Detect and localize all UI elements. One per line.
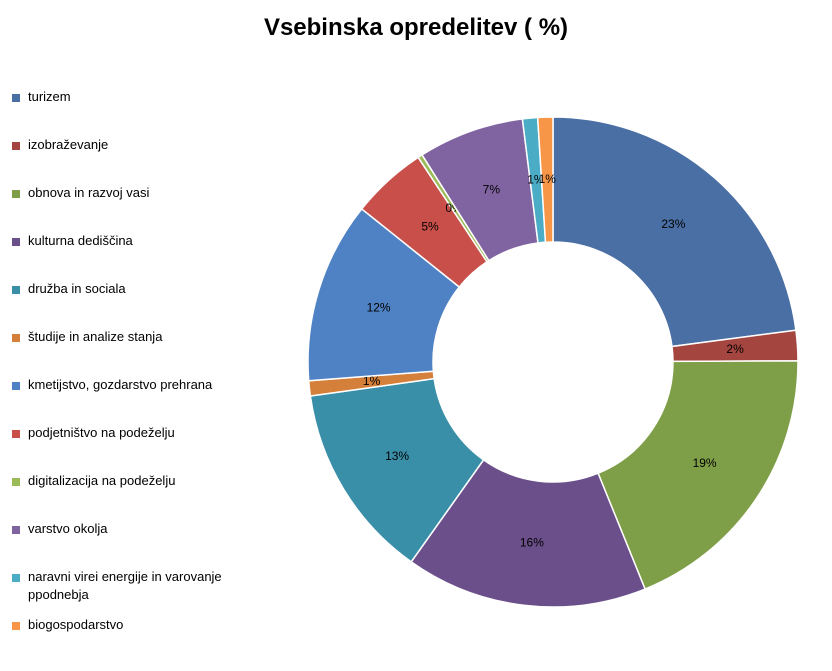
- data-label: 1%: [539, 172, 557, 186]
- legend-swatch: [12, 286, 20, 294]
- legend-swatch: [12, 238, 20, 246]
- legend-swatch: [12, 190, 20, 198]
- legend-label: digitalizacija na podeželju: [28, 473, 176, 488]
- legend-item: obnova in razvoj vasi: [12, 184, 262, 232]
- legend-item: digitalizacija na podeželju: [12, 472, 262, 520]
- legend-item: turizem: [12, 88, 262, 136]
- legend-label: kmetijstvo, gozdarstvo prehrana: [28, 377, 213, 392]
- legend-label: študije in analize stanja: [28, 329, 163, 344]
- legend-swatch: [12, 622, 20, 630]
- legend-item: naravni virei energije in varovanje ppod…: [12, 568, 262, 616]
- legend-swatch: [12, 334, 20, 342]
- data-label: 23%: [661, 217, 685, 231]
- donut-slice: [597, 360, 799, 591]
- legend-label: kulturna dediščina: [28, 233, 133, 248]
- data-label: 13%: [385, 449, 409, 463]
- legend-item: biogospodarstvo: [12, 616, 262, 664]
- legend-swatch: [12, 478, 20, 486]
- legend-label: turizem: [28, 89, 71, 104]
- legend-label: izobraževanje: [28, 137, 109, 152]
- legend-item: varstvo okolja: [12, 520, 262, 568]
- chart-title: Vsebinska opredelitev ( %): [263, 14, 569, 41]
- legend-swatch: [12, 430, 20, 438]
- donut-slice: [309, 377, 485, 563]
- data-label: 2%: [726, 342, 744, 356]
- data-label: 16%: [520, 535, 544, 549]
- legend-label: varstvo okolja: [28, 521, 108, 536]
- legend-label: podjetništvo na podeželju: [28, 425, 175, 440]
- data-label: 7%: [483, 182, 501, 196]
- legend-item: kmetijstvo, gozdarstvo prehrana: [12, 376, 262, 424]
- legend-swatch: [12, 382, 20, 390]
- legend: turizem izobraževanje obnova in razvoj vas…: [12, 88, 262, 664]
- legend-label: družba in sociala: [28, 281, 126, 296]
- data-label: 1%: [527, 172, 545, 186]
- donut-slice: [410, 458, 647, 608]
- data-label: 19%: [693, 456, 717, 470]
- legend-item: podjetništvo na podeželju: [12, 424, 262, 472]
- legend-item: kulturna dediščina: [12, 232, 262, 280]
- data-label: 5%: [421, 219, 439, 233]
- legend-swatch: [12, 526, 20, 534]
- legend-label: obnova in razvoj vasi: [28, 185, 150, 200]
- data-label: 12%: [367, 300, 391, 314]
- donut-slice: [552, 116, 797, 348]
- legend-item: izobraževanje: [12, 136, 262, 184]
- legend-swatch: [12, 574, 20, 582]
- legend-item: družba in sociala: [12, 280, 262, 328]
- donut-slice: [307, 207, 461, 382]
- legend-swatch: [12, 94, 20, 102]
- donut-slice: [536, 116, 554, 244]
- legend-item: študije in analize stanja: [12, 328, 262, 376]
- legend-swatch: [12, 142, 20, 150]
- data-label: 1%: [363, 374, 381, 388]
- legend-label: biogospodarstvo: [28, 617, 124, 632]
- legend-label: naravni virei energije in varovanje ppod…: [28, 569, 222, 602]
